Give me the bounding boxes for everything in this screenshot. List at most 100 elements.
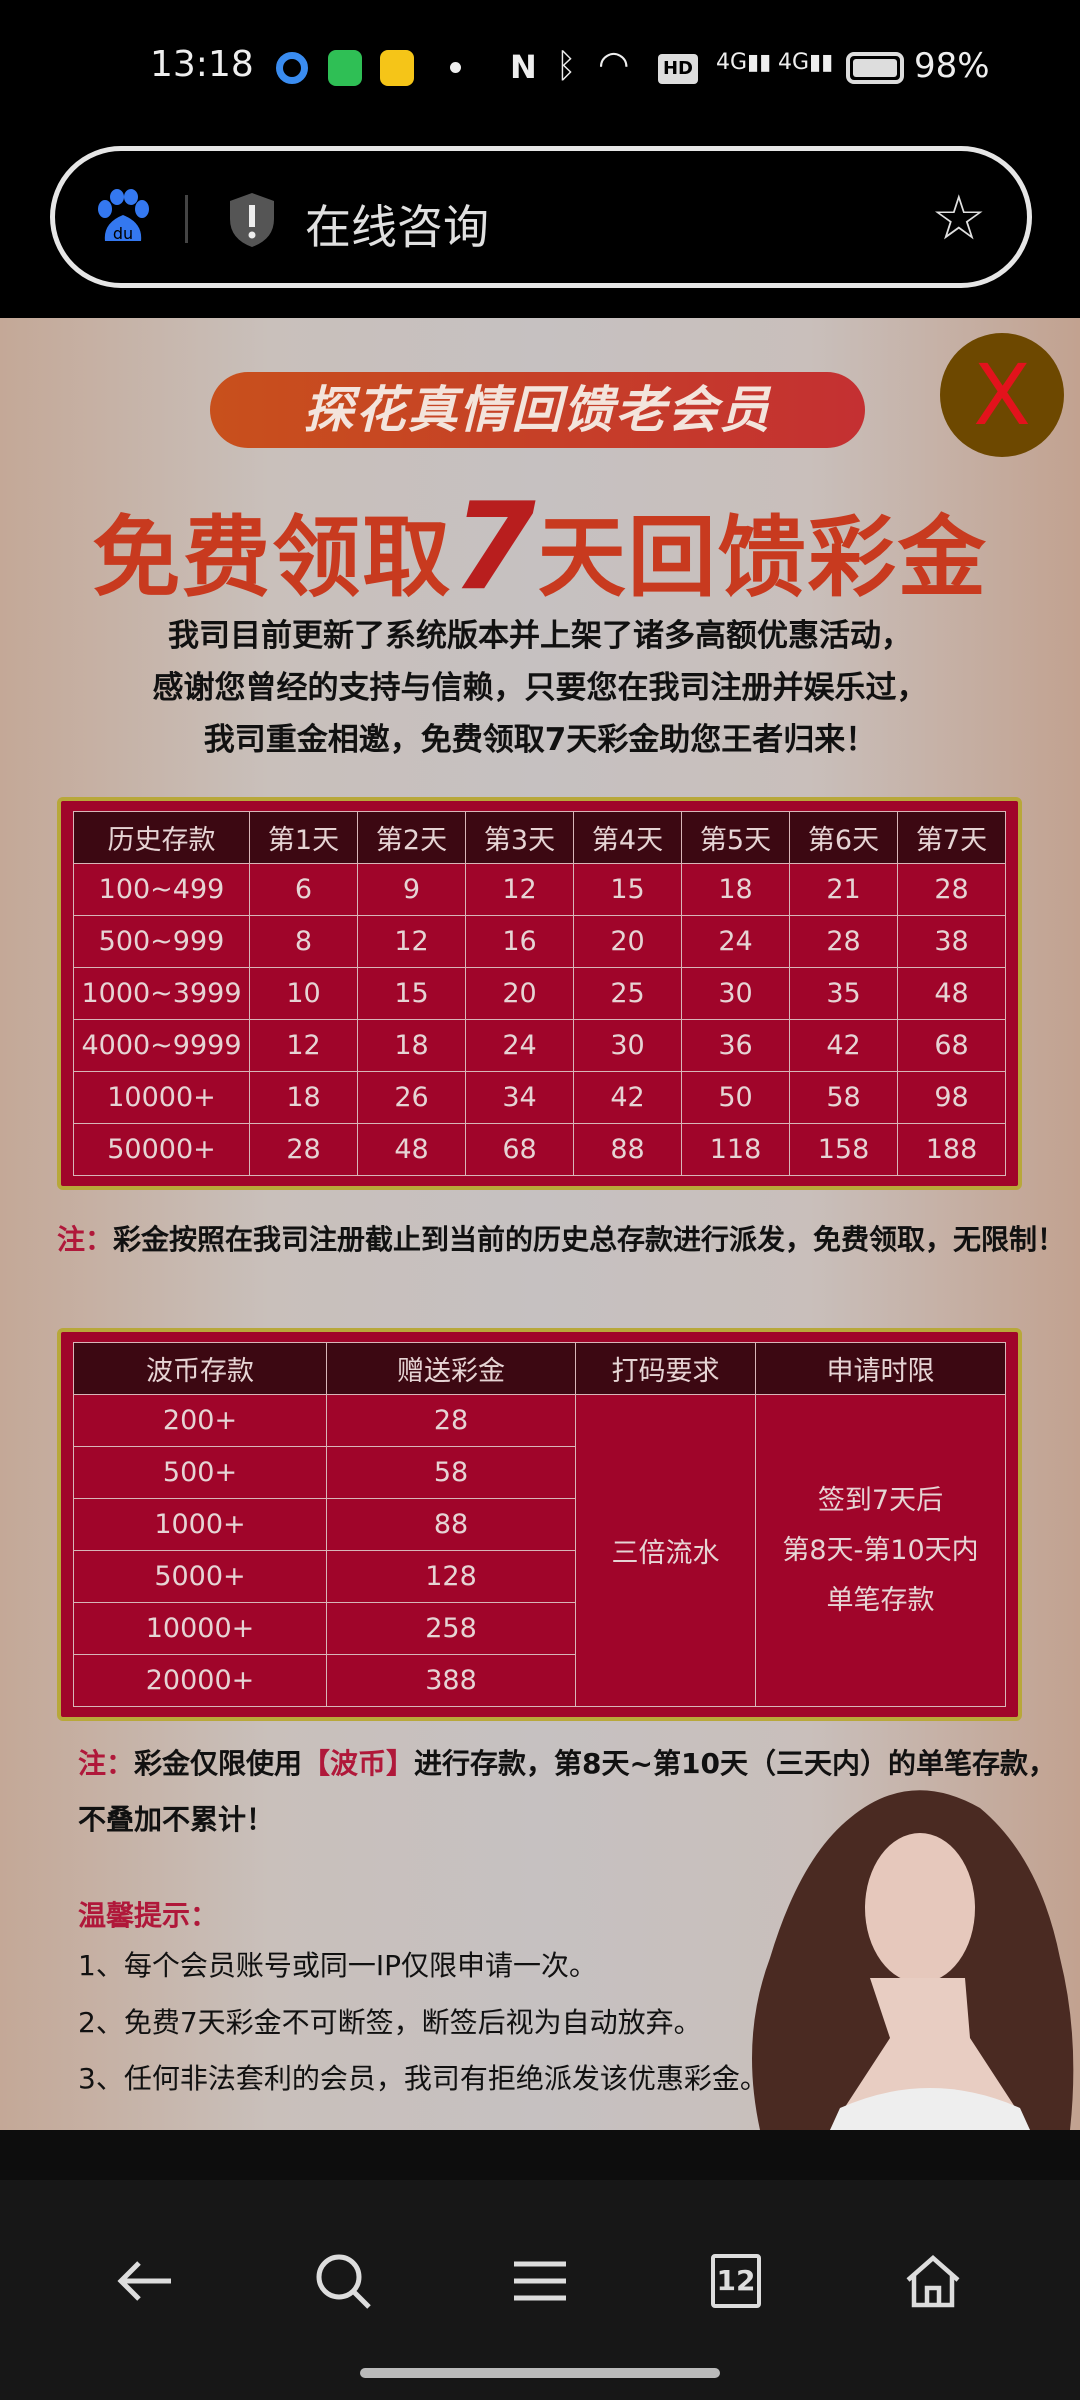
home-button[interactable] [888,2236,978,2326]
table-cell: 10 [249,967,358,1020]
table-cell: 20 [465,967,574,1020]
baidu-paw-icon[interactable]: du [95,189,151,249]
table-cell: 28 [789,915,898,968]
search-button[interactable] [298,2236,388,2326]
search-icon [316,2254,371,2309]
table-cell: 388 [326,1654,576,1707]
table-row: 20000+ 388 [73,1654,1006,1707]
notification-dot [450,62,461,73]
table-cell: 16 [465,915,574,968]
messages-icon [328,50,362,86]
table-cell: 9 [357,863,466,916]
page-title[interactable]: 在线咨询 [305,200,489,254]
table-cell: 34 [465,1071,574,1124]
table-cell: 28 [249,1123,358,1176]
table-row: 100~499 6 9 12 15 18 21 28 [73,863,1006,916]
table-cell: 188 [897,1123,1006,1176]
wifi-icon: ◠ [598,44,630,85]
column-header: 历史存款 [73,811,250,864]
tabs-button[interactable]: 12 [691,2236,781,2326]
table-cell: 18 [249,1071,358,1124]
note-highlight: 【波币】 [302,1747,415,1780]
table-cell: 15 [573,863,682,916]
column-header: 第5天 [681,811,790,864]
table-cell: 48 [357,1123,466,1176]
signal-4g-icon: 4G▮▮ [778,50,834,75]
note-text: 彩金仅限使用 [134,1747,303,1780]
table-cell: 12 [465,863,574,916]
time-limit-line: 单笔存款 [826,1584,935,1616]
column-header: 申请时限 [755,1342,1006,1395]
table-cell: 68 [897,1019,1006,1072]
table-cell: 4000~9999 [73,1019,250,1072]
table-row: 500+ 58 [73,1446,1006,1499]
close-button[interactable]: X [940,333,1064,457]
table-cell: 128 [326,1550,576,1603]
title-number: 7 [452,478,538,617]
table-cell: 88 [326,1498,576,1551]
time-limit-line: 第8天-第10天内 [782,1534,979,1566]
note-2: 注：彩金仅限使用【波币】进行存款，第8天~第10天（三天内）的单笔存款， [78,1742,1056,1782]
shield-warning-icon[interactable] [227,191,277,249]
intro-line: 我司重金相邀，免费领取7天彩金助您王者归来！ [203,722,877,758]
table-row: 5000+ 128 [73,1550,1006,1603]
battery-percent: 98% [914,46,990,86]
column-header: 赠送彩金 [326,1342,576,1395]
table-cell: 18 [357,1019,466,1072]
wagering-requirement: 三倍流水 [575,1394,756,1707]
menu-icon [514,2261,566,2301]
time-limit: 签到7天后第8天-第10天内 单笔存款 [755,1394,1006,1707]
table-cell: 30 [573,1019,682,1072]
tip-item: 3、任何非法套利的会员，我司有拒绝派发该优惠彩金。 [78,2062,768,2095]
table-cell: 1000~3999 [73,967,250,1020]
table-cell: 28 [897,863,1006,916]
menu-button[interactable] [495,2236,585,2326]
table-cell: 58 [789,1071,898,1124]
column-header: 波币存款 [73,1342,327,1395]
promo-banner: 探花真情回馈老会员 [210,372,865,448]
bottom-nav: 12 [0,2180,1080,2400]
home-indicator[interactable] [360,2368,720,2378]
column-header: 打码要求 [575,1342,756,1395]
intro-line: 我司目前更新了系统版本并上架了诸多高额优惠活动， [168,618,912,654]
table-row: 1000~3999 10 15 20 25 30 35 48 [73,967,1006,1020]
star-icon[interactable]: ☆ [931,181,987,254]
table-cell: 20 [573,915,682,968]
table-cell: 118 [681,1123,790,1176]
note-text: 彩金按照在我司注册截止到当前的历史总存款进行派发，免费领取，无限制！ [113,1223,1066,1256]
table-cell: 500+ [73,1446,327,1499]
tip-item: 2、免费7天彩金不可断签，断签后视为自动放弃。 [78,2006,702,2039]
intro-line: 感谢您曾经的支持与信赖，只要您在我司注册并娱乐过， [152,670,928,706]
back-arrow-icon [117,2261,171,2301]
table-cell: 200+ [73,1394,327,1447]
note-2-cont: 不叠加不累计！ [78,1803,275,1836]
table-cell: 24 [465,1019,574,1072]
title-pre: 免费领取 [92,506,453,609]
title-post: 天回馈彩金 [537,506,988,609]
table-cell: 68 [465,1123,574,1176]
battery-icon [846,52,904,84]
table-cell: 18 [681,863,790,916]
table-cell: 21 [789,863,898,916]
table-cell: 12 [357,915,466,968]
table-row: 500~999 8 12 16 20 24 28 38 [73,915,1006,968]
table-cell: 258 [326,1602,576,1655]
table-row: 10000+ 18 26 34 42 50 58 98 [73,1071,1006,1124]
nfc-icon: N [510,48,537,86]
table-cell: 42 [573,1071,682,1124]
table-cell: 10000+ [73,1602,327,1655]
back-button[interactable] [100,2236,190,2326]
bluetooth-icon: ᛒ [556,46,577,86]
status-bar: 13:18 N ᛒ ◠ HD 4G▮▮ 4G▮▮ 98% [0,0,1080,120]
address-bar[interactable]: du 在线咨询 ☆ [50,146,1032,288]
table-cell: 38 [897,915,1006,968]
table-cell: 42 [789,1019,898,1072]
note-label: 注： [57,1223,114,1256]
table-cell: 6 [249,863,358,916]
svg-text:du: du [113,224,133,243]
time-limit-line: 签到7天后 [817,1484,944,1516]
table-cell: 15 [357,967,466,1020]
intro-text: 我司目前更新了系统版本并上架了诸多高额优惠活动， 感谢您曾经的支持与信赖，只要您… [0,610,1080,766]
tip-item: 1、每个会员账号或同一IP仅限申请一次。 [78,1949,597,1982]
table-cell: 500~999 [73,915,250,968]
